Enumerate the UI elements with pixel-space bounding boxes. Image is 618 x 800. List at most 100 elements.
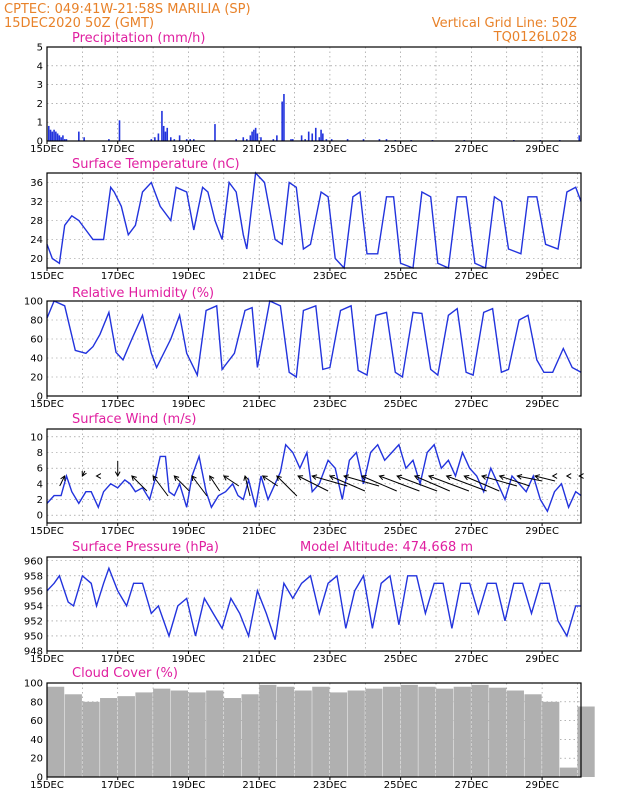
cloud-bar xyxy=(418,686,436,777)
precip-xtick: 19DEC xyxy=(172,144,206,155)
wind-arrow xyxy=(463,475,500,492)
wind-ytick: 10 xyxy=(30,432,43,443)
cloud-frame xyxy=(46,682,582,778)
precip-bar xyxy=(325,139,328,141)
pressure-series-line xyxy=(46,566,581,640)
wind-xtick: 29DEC xyxy=(525,526,559,537)
rh-xtick: 27DEC xyxy=(455,399,489,410)
precip-xtick: 23DEC xyxy=(313,144,347,155)
cloud-bar xyxy=(294,690,312,777)
pressure-xtick: 29DEC xyxy=(525,654,559,665)
temp-xtick: 19DEC xyxy=(172,271,206,282)
pressure-xtick: 27DEC xyxy=(455,654,489,665)
precip-bar xyxy=(62,135,64,141)
wind-frame xyxy=(46,428,582,524)
pressure-ytick: 960 xyxy=(24,556,43,567)
wind-arrow xyxy=(152,475,169,497)
cloud-xtick: 21DEC xyxy=(242,780,276,791)
wind-series-line xyxy=(46,443,582,513)
cloud-bar xyxy=(312,686,330,777)
cloud-bar xyxy=(559,767,578,777)
precip-bar xyxy=(157,133,160,141)
cloud-xtick: 25DEC xyxy=(384,780,418,791)
precip-bar xyxy=(65,139,68,141)
temp-xtick: 17DEC xyxy=(101,271,135,282)
wind-arrow xyxy=(378,474,420,492)
pressure-ytick: 948 xyxy=(24,647,43,658)
cloud-xtick: 27DEC xyxy=(455,780,489,791)
cloud-bar xyxy=(206,690,224,777)
cloud-bar xyxy=(329,692,348,777)
precip-bar xyxy=(314,127,317,141)
precip-ytick: 5 xyxy=(37,43,43,54)
pressure-frame xyxy=(46,556,582,652)
precip-ytick: 3 xyxy=(37,80,43,91)
rh-ytick: 20 xyxy=(30,373,43,384)
precip-bar xyxy=(118,120,121,141)
cloud-bar xyxy=(471,684,489,777)
wind-arrow xyxy=(222,475,240,487)
wind-xtick: 19DEC xyxy=(172,526,206,537)
wind-xtick: 21DEC xyxy=(242,526,276,537)
rh-series-line xyxy=(46,299,582,379)
precip-bar xyxy=(318,137,321,141)
precip-bar xyxy=(246,139,248,141)
precip-ytick: 0 xyxy=(37,137,43,148)
precip-bar xyxy=(55,131,57,141)
wind-arrow xyxy=(551,473,558,479)
precip-xtick: 25DEC xyxy=(384,144,418,155)
cloud-bar xyxy=(170,690,189,777)
cloud-bar xyxy=(47,686,65,777)
cloud-xtick: 15DEC xyxy=(30,780,64,791)
precip-bar xyxy=(304,139,306,141)
precip-bar xyxy=(164,131,167,141)
temp-ytick: 24 xyxy=(30,235,43,246)
cloud-bar xyxy=(542,701,560,777)
wind-arrow xyxy=(534,474,556,482)
precip-bar xyxy=(311,133,314,141)
precip-bar xyxy=(242,137,245,141)
temp-ytick: 28 xyxy=(30,216,43,227)
cloud-bar xyxy=(259,684,277,777)
wind-arrow xyxy=(243,474,251,497)
pressure-altitude: Model Altitude: 474.668 m xyxy=(300,540,473,555)
rh-xtick: 29DEC xyxy=(525,399,559,410)
temp-series-line xyxy=(46,171,582,270)
wind-arrow xyxy=(328,475,366,492)
precip-bar xyxy=(272,139,275,141)
wind-arrow xyxy=(343,474,380,487)
pressure-xtick: 17DEC xyxy=(101,654,135,665)
pressure-xtick: 15DEC xyxy=(30,654,64,665)
wind-arrow xyxy=(95,473,102,479)
precip-bar xyxy=(51,131,54,141)
header-station: CPTEC: 049:41W-21:58S MARILIA (SP) xyxy=(4,2,251,17)
precip-bar xyxy=(83,137,85,141)
precip-bar xyxy=(173,139,176,141)
cloud-ytick: 60 xyxy=(30,716,43,727)
cloud-bar xyxy=(188,692,206,777)
precip-bar xyxy=(185,139,188,141)
pressure-ytick: 956 xyxy=(24,586,43,597)
precip-bar xyxy=(256,133,259,141)
wind-xtick: 27DEC xyxy=(455,526,489,537)
cloud-xtick: 19DEC xyxy=(172,780,206,791)
wind-arrow xyxy=(81,470,87,477)
temp-xtick: 23DEC xyxy=(313,271,347,282)
temp-xtick: 21DEC xyxy=(242,271,276,282)
temp-xtick: 29DEC xyxy=(525,271,559,282)
cloud-ytick: 0 xyxy=(37,773,43,784)
precip-bar xyxy=(47,125,50,141)
cloud-bar xyxy=(382,686,401,777)
rh-xtick: 23DEC xyxy=(313,399,347,410)
precip-bar xyxy=(346,139,349,141)
precip-bar xyxy=(330,139,333,141)
cloud-bar xyxy=(153,688,171,777)
wind-arrow xyxy=(413,475,450,492)
pressure-ytick: 952 xyxy=(24,616,43,627)
rh-ytick: 0 xyxy=(37,392,43,403)
cloud-bar xyxy=(117,696,135,777)
cloud-bar xyxy=(241,694,259,777)
precip-xtick: 29DEC xyxy=(525,144,559,155)
precip-bar xyxy=(214,124,216,141)
wind-ytick: 2 xyxy=(37,495,43,506)
